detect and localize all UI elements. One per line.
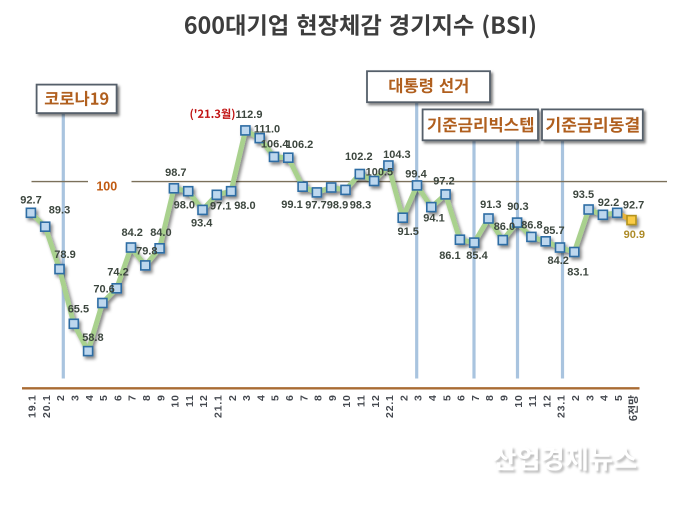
svg-text:6: 6: [456, 394, 468, 401]
svg-text:90.9: 90.9: [624, 229, 645, 241]
svg-text:104.3: 104.3: [383, 149, 411, 161]
svg-text:7: 7: [127, 394, 139, 401]
svg-text:58.8: 58.8: [82, 332, 103, 344]
svg-text:10: 10: [513, 394, 525, 407]
svg-text:86.0: 86.0: [494, 221, 515, 233]
svg-text:79.8: 79.8: [136, 246, 157, 258]
svg-text:19.1: 19.1: [27, 394, 39, 418]
svg-text:12: 12: [198, 394, 210, 407]
svg-text:97.2: 97.2: [433, 176, 454, 188]
svg-text:99.1: 99.1: [281, 199, 302, 211]
svg-text:8: 8: [484, 394, 496, 401]
svg-text:2: 2: [570, 394, 582, 401]
svg-text:11: 11: [527, 394, 539, 407]
svg-text:11: 11: [184, 394, 196, 407]
svg-text:94.1: 94.1: [423, 213, 444, 225]
svg-text:2: 2: [398, 394, 410, 401]
svg-text:4: 4: [599, 394, 611, 401]
svg-text:91.3: 91.3: [480, 199, 501, 211]
svg-text:83.1: 83.1: [567, 266, 588, 278]
svg-text:9: 9: [499, 394, 511, 401]
svg-text:8: 8: [313, 394, 325, 401]
svg-text:92.7: 92.7: [623, 200, 644, 212]
svg-text:98.3: 98.3: [350, 199, 371, 211]
svg-text:106.4: 106.4: [261, 138, 289, 150]
svg-text:70.6: 70.6: [93, 283, 114, 295]
svg-text:84.2: 84.2: [121, 227, 142, 239]
svg-text:9: 9: [327, 394, 339, 401]
svg-text:91.5: 91.5: [397, 226, 418, 238]
svg-text:5: 5: [441, 394, 453, 401]
svg-text:93.5: 93.5: [573, 189, 594, 201]
svg-text:10: 10: [341, 394, 353, 407]
svg-text:90.3: 90.3: [507, 201, 528, 213]
svg-text:6: 6: [112, 394, 124, 401]
svg-text:98.7: 98.7: [165, 167, 186, 179]
svg-text:106.2: 106.2: [286, 139, 314, 151]
svg-text:10: 10: [170, 394, 182, 407]
svg-text:3: 3: [413, 394, 425, 401]
svg-text:92.2: 92.2: [598, 197, 619, 209]
svg-text:8: 8: [141, 394, 153, 401]
svg-text:85.7: 85.7: [543, 225, 564, 237]
svg-text:89.3: 89.3: [49, 205, 70, 217]
svg-text:84.2: 84.2: [547, 255, 568, 267]
svg-text:3: 3: [70, 394, 82, 401]
svg-text:4: 4: [84, 394, 96, 401]
svg-text:6: 6: [284, 394, 296, 401]
svg-text:2: 2: [55, 394, 67, 401]
svg-text:97.7: 97.7: [305, 199, 326, 211]
svg-text:9: 9: [155, 394, 167, 401]
svg-text:111.0: 111.0: [254, 124, 280, 136]
svg-text:21.1: 21.1: [213, 394, 225, 418]
svg-text:84.0: 84.0: [150, 227, 171, 239]
svg-text:100: 100: [96, 179, 117, 193]
svg-text:85.4: 85.4: [466, 250, 488, 262]
svg-text:23.1: 23.1: [556, 394, 568, 418]
svg-text:74.2: 74.2: [107, 266, 128, 278]
svg-text:12: 12: [370, 394, 382, 407]
svg-text:86.1: 86.1: [439, 250, 460, 262]
svg-text:12: 12: [541, 394, 553, 407]
svg-text:7: 7: [298, 394, 310, 401]
svg-text:3: 3: [241, 394, 253, 401]
svg-text:11: 11: [356, 394, 368, 407]
svg-text:86.8: 86.8: [521, 219, 542, 231]
svg-text:98.0: 98.0: [234, 200, 255, 212]
svg-text:78.9: 78.9: [54, 249, 75, 261]
svg-text:5: 5: [98, 394, 110, 401]
svg-text:7: 7: [470, 394, 482, 401]
svg-text:3: 3: [584, 394, 596, 401]
svg-text:93.4: 93.4: [191, 217, 213, 229]
svg-text:92.7: 92.7: [20, 194, 41, 206]
svg-text:5: 5: [613, 394, 625, 401]
svg-text:112.9: 112.9: [236, 109, 263, 121]
svg-text:99.4: 99.4: [405, 168, 427, 180]
svg-text:22.1: 22.1: [384, 394, 396, 418]
svg-text:102.2: 102.2: [345, 151, 373, 163]
svg-text:20.1: 20.1: [41, 394, 53, 418]
svg-text:4: 4: [427, 394, 439, 401]
svg-text:98.0: 98.0: [174, 200, 195, 212]
svg-text:4: 4: [255, 394, 267, 401]
svg-text:65.5: 65.5: [68, 304, 89, 316]
svg-text:100.5: 100.5: [366, 166, 394, 178]
svg-text:2: 2: [227, 394, 239, 401]
svg-text:5: 5: [270, 394, 282, 401]
svg-text:98.9: 98.9: [327, 199, 348, 211]
svg-text:97.1: 97.1: [210, 201, 231, 213]
